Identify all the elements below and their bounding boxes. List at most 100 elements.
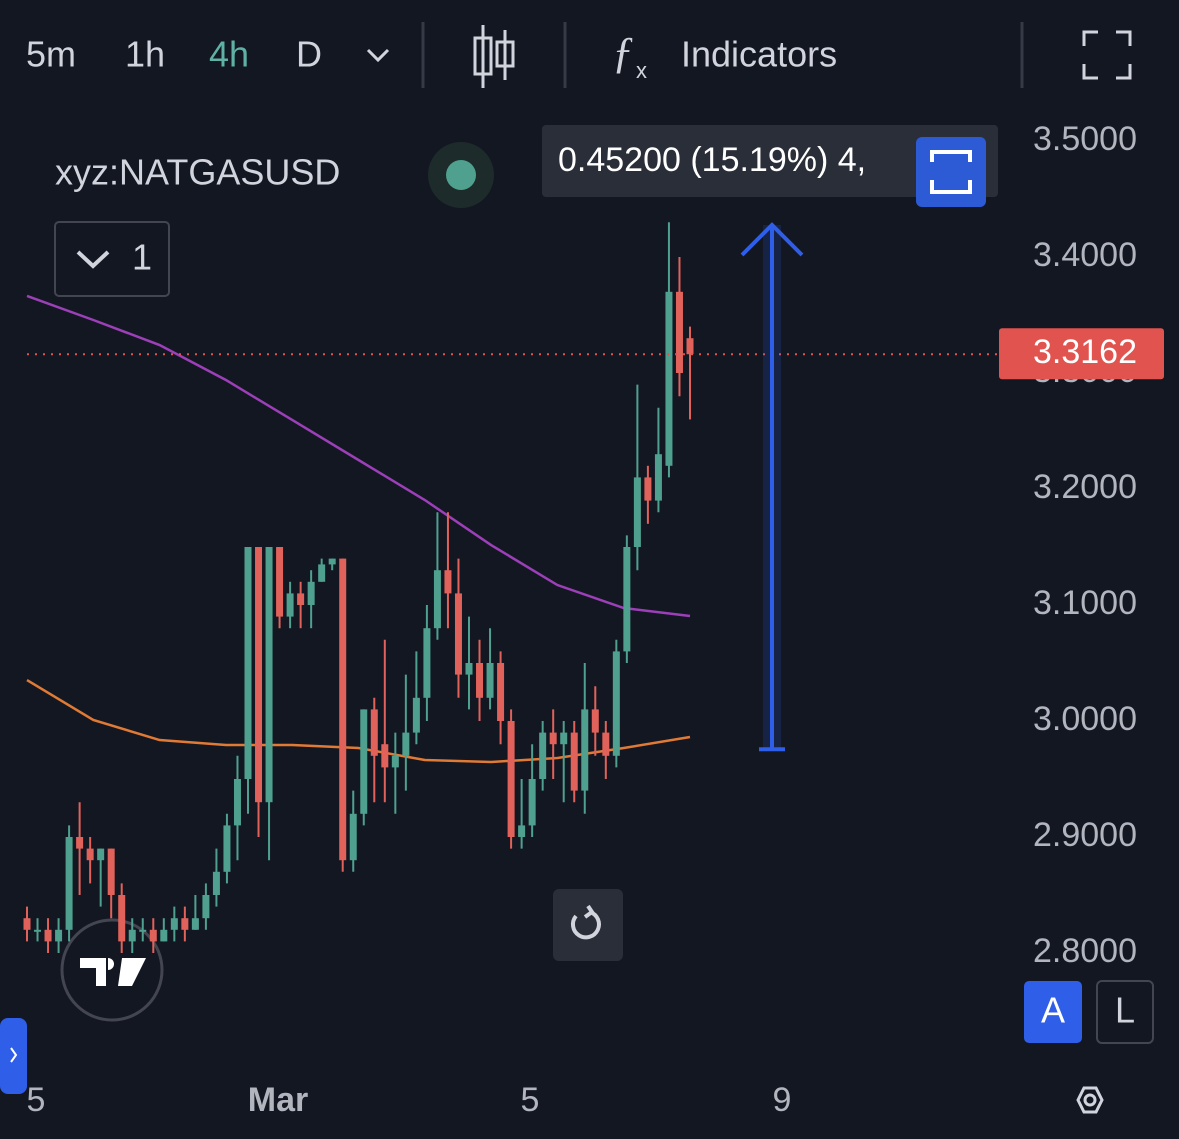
candle-body [55,929,63,942]
plot: 2.80002.90003.00003.10003.20003.30003.40… [23,120,1164,1119]
candle-body [454,593,462,675]
y-tick-label: 3.2000 [1033,468,1137,506]
fx-icon[interactable]: x [636,58,647,83]
log-scale-label: L [1115,990,1135,1031]
candle-body [412,697,420,733]
measure-select-icon [930,150,972,194]
candle-body [518,825,526,837]
measure-label: 0.45200 (15.19%) 4, [558,141,866,179]
symbol-name: xyz:NATGASUSD [55,152,340,193]
candle-body [528,779,536,826]
candle-body [391,755,399,768]
y-tick-label: 3.4000 [1033,236,1137,274]
candle-body [612,651,620,756]
candle-body [181,918,189,930]
measure-select[interactable] [916,137,986,207]
collapse-icon [76,250,110,269]
candle-body [381,744,389,768]
auto-scale-button[interactable] [1024,981,1082,1043]
candle-body [191,918,199,930]
last-price-label: 3.3162 [1033,333,1137,371]
fx-icon[interactable]: ƒ [612,28,634,77]
last-price-tag [999,328,1164,380]
candle-body [76,837,84,849]
candle-body [349,813,357,861]
x-tick-label: 9 [773,1081,792,1119]
tv-logo[interactable] [60,918,164,1022]
candle-body [602,732,610,756]
candle-body [97,848,105,861]
interval-dropdown[interactable] [366,48,390,63]
reset-icon [570,904,601,940]
candle-body [465,663,473,675]
candle-body [86,848,94,861]
side-tab[interactable] [0,1018,27,1094]
candle-body [297,593,305,605]
interval-5m[interactable]: 5m [26,34,76,75]
candle-body [644,477,652,501]
candle-body [202,895,210,919]
candle-body [328,558,336,565]
candle-body [149,929,157,942]
moving-average [26,678,691,764]
x-tick-label: Mar [248,1081,308,1119]
candle-body [44,929,52,942]
candle-body [139,929,147,932]
measure-box [542,125,998,197]
candle-body [623,547,631,652]
pane-count: 1 [132,237,152,278]
candle-body [497,663,505,721]
chart-type-button[interactable] [473,25,515,88]
candle-body [654,454,662,501]
candle-body [212,871,220,895]
candle-body [65,837,73,930]
side-tab-icon [10,1047,18,1063]
candle-body [423,628,431,698]
settings-icon [1083,1093,1097,1107]
status-dot [446,160,476,190]
y-tick-label: 2.9000 [1033,816,1137,854]
candle-body [107,848,115,895]
candle-body [318,564,326,582]
interval-d[interactable]: D [296,34,322,75]
candle-body [581,709,589,791]
candle-body [444,570,452,594]
interval-1h[interactable]: 1h [125,34,165,75]
fullscreen-button[interactable] [1082,30,1132,80]
log-scale-button[interactable] [1096,980,1154,1044]
candle-body [223,825,231,872]
candle-body [633,477,641,547]
candle-body [244,547,252,779]
candle-body [34,929,42,932]
candle-body [402,732,410,756]
y-tick-label: 2.8000 [1033,932,1137,970]
candle-body [118,895,126,942]
candle-body [560,732,568,745]
x-tick-label: 5 [521,1081,540,1119]
settings-button[interactable] [1076,1086,1104,1114]
candle-body [170,918,178,930]
candle-body [591,709,599,733]
candle-body [286,593,294,617]
candle-body [665,291,673,466]
candle-body [570,732,578,791]
candle-body [549,732,557,745]
indicators-button[interactable]: Indicators [681,34,837,75]
candle-body [339,558,347,861]
reset-button[interactable] [553,889,623,961]
candle-body [433,570,441,629]
moving-average [26,294,691,618]
candle-body [360,709,368,814]
interval-4h[interactable]: 4h [209,34,249,75]
candle-body [686,338,694,355]
collapse-button[interactable] [54,221,170,297]
candle-body [233,779,241,826]
candle-body [255,547,263,803]
candle-body [486,663,494,698]
candle-body [23,918,31,930]
tv-logo-mark [80,958,146,986]
auto-scale-label: A [1041,990,1065,1031]
y-tick-label: 3.5000 [1033,120,1137,158]
candle-body [276,547,284,617]
